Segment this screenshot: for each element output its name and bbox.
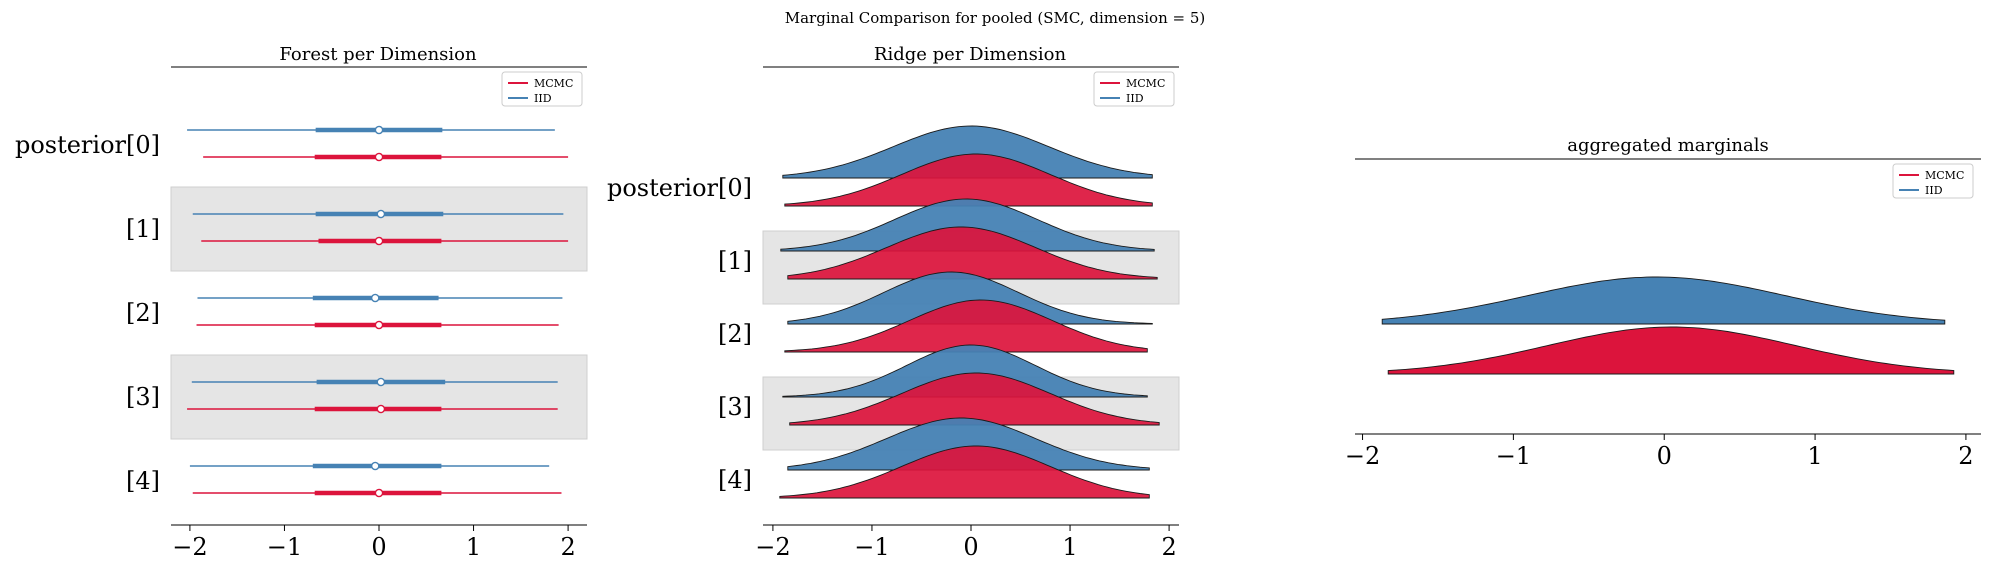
forest-median-point-iid: [376, 209, 386, 219]
forest-row-label: posterior[0]: [15, 131, 160, 159]
ridge-density-iid: [780, 198, 1155, 252]
ridge-density-iid: [782, 125, 1153, 179]
forest-row-label: [2]: [126, 299, 160, 327]
ridge-row-label: posterior[0]: [607, 174, 752, 202]
forest-median-point-mcmc: [374, 320, 384, 330]
forest-x-tick-label: 1: [466, 533, 481, 561]
ridge-density-mcmc: [779, 445, 1150, 499]
aggregated-panel: aggregated marginals −2 −1 0 1 2 MCMC IID: [1345, 135, 1981, 470]
forest-x-tick-label: −1: [267, 533, 302, 561]
forest-row-band: [170, 354, 588, 440]
forest-x-tick-label: 2: [560, 533, 575, 561]
forest-plot-area: posterior[0] [1] [2] [3] [4] −2 −1 0 1 2 MCMC IID: [15, 71, 588, 561]
forest-row-label: [3]: [126, 383, 160, 411]
figure-suptitle: Marginal Comparison for pooled (SMC, dim…: [785, 9, 1205, 27]
forest-median-point-iid: [370, 293, 380, 303]
ridge-x-tick-label: −1: [854, 533, 889, 561]
aggregated-panel-title: aggregated marginals: [1567, 135, 1768, 156]
ridge-row-label: [2]: [718, 320, 752, 348]
forest-median-point-mcmc: [374, 488, 384, 498]
ridge-x-tick-label: −2: [755, 533, 790, 561]
forest-row-label: [1]: [126, 215, 160, 243]
aggregated-plot-area: −2 −1 0 1 2 MCMC IID: [1345, 163, 1981, 470]
aggregated-x-tick-label: 1: [1807, 442, 1822, 470]
ridge-density-mcmc: [789, 372, 1160, 426]
ridge-density-mcmc: [787, 226, 1158, 280]
forest-median-point-mcmc: [374, 236, 384, 246]
forest-median-point-iid: [370, 461, 380, 471]
aggregated-x-tick-label: 2: [1958, 442, 1973, 470]
ridge-row-label: [1]: [718, 247, 752, 275]
aggregated-density-iid: [1381, 276, 1946, 325]
forest-legend-label: MCMC: [534, 77, 573, 90]
forest-median-point-iid: [376, 377, 386, 387]
ridge-x-tick-label: 0: [963, 533, 978, 561]
forest-median-point-mcmc: [374, 152, 384, 162]
ridge-x-tick-label: 2: [1161, 533, 1176, 561]
aggregated-legend-label: MCMC: [1925, 169, 1964, 182]
forest-median-point-mcmc: [376, 404, 386, 414]
forest-row-band: [170, 186, 588, 272]
ridge-density-iid: [787, 271, 1153, 325]
ridge-plot-area: posterior[0] [1] [2] [3] [4] −2 −1 0 1 2 MCMC IID: [607, 71, 1180, 561]
ridge-density-mcmc: [784, 299, 1148, 353]
forest-panel-title: Forest per Dimension: [279, 44, 477, 65]
ridge-panel: Ridge per Dimension posterior[0] [1] [2] [3…: [607, 44, 1180, 561]
forest-row-label: [4]: [126, 467, 160, 495]
forest-legend-label: IID: [534, 92, 552, 105]
ridge-density-mcmc: [784, 153, 1153, 207]
aggregated-legend-label: IID: [1925, 184, 1943, 197]
ridge-legend-label: IID: [1126, 92, 1144, 105]
ridge-panel-title: Ridge per Dimension: [874, 44, 1067, 65]
ridge-x-tick-label: 1: [1062, 533, 1077, 561]
ridge-legend-label: MCMC: [1126, 77, 1165, 90]
aggregated-x-tick-label: 0: [1657, 442, 1672, 470]
ridge-density-iid: [782, 344, 1148, 398]
forest-x-tick-label: −2: [172, 533, 207, 561]
forest-median-point-iid: [374, 125, 384, 135]
ridge-row-label: [4]: [718, 466, 752, 494]
forest-panel: Forest per Dimension posterior[0] [1] [2] […: [15, 44, 588, 561]
aggregated-density-mcmc: [1387, 326, 1955, 375]
ridge-row-label: [3]: [718, 393, 752, 421]
aggregated-x-tick-label: −1: [1496, 442, 1531, 470]
forest-x-tick-label: 0: [371, 533, 386, 561]
ridge-density-iid: [787, 417, 1150, 471]
aggregated-x-tick-label: −2: [1345, 442, 1380, 470]
